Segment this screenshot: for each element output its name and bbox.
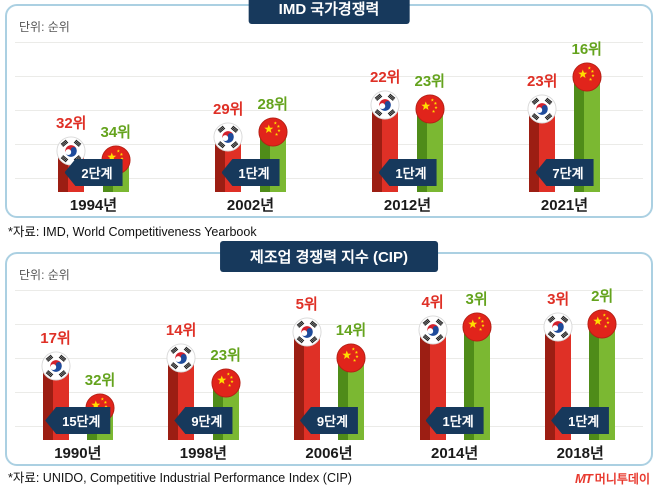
year-group: 5위 14위 9단계 2006년 (266, 284, 392, 462)
year-group: 22위 23위 1단계 2012년 (329, 36, 486, 214)
korea-flag-icon (56, 136, 86, 166)
korea-flag-icon (370, 90, 400, 120)
china-flag-icon (415, 94, 445, 124)
year-label: 2021년 (540, 197, 589, 214)
korea-bar-column: 14위 (165, 319, 197, 440)
china-rank-label: 23위 (210, 347, 241, 364)
imd-panel: IMD 국가경쟁력 단위: 순위 32위 34위 2단계 1994년 29위 28위 1단계… (5, 0, 653, 218)
year-group: 23위 16위 7단계 2021년 (486, 36, 643, 214)
imd-unit-label: 단위: 순위 (19, 20, 70, 34)
china-flag-icon (462, 312, 492, 342)
year-group: 17위 32위 15단계 1990년 (15, 284, 141, 462)
gap-badge: 15단계 (45, 407, 111, 434)
china-rank-label: 16위 (571, 41, 603, 58)
korea-rank-label: 14위 (165, 322, 197, 339)
china-rank-label: 32위 (84, 372, 116, 389)
korea-flag-icon (543, 312, 573, 342)
china-flag-icon (336, 343, 366, 373)
china-rank-label: 28위 (257, 96, 289, 113)
gap-badge: 1단계 (425, 407, 484, 434)
korea-rank-label: 4위 (421, 294, 444, 311)
year-group: 3위 2위 1단계 2018년 (517, 284, 643, 462)
china-flag-icon (258, 117, 288, 147)
korea-flag-icon (292, 317, 322, 347)
china-rank-label: 2위 (591, 288, 614, 305)
china-rank-label: 14위 (335, 322, 367, 339)
year-label: 2018년 (556, 445, 604, 462)
year-group: 14위 23위 9단계 1998년 (141, 284, 267, 462)
gap-badge: 1단계 (378, 159, 437, 186)
gap-badge: 9단계 (174, 407, 233, 434)
year-label: 1998년 (179, 445, 227, 462)
year-label: 2002년 (226, 197, 275, 214)
korea-rank-label: 29위 (213, 101, 244, 118)
gap-badge: 9단계 (299, 407, 359, 434)
korea-rank-label: 22위 (370, 69, 401, 86)
year-label: 2014년 (430, 445, 479, 462)
year-label: 2012년 (383, 197, 432, 214)
imd-panel-title: IMD 국가경쟁력 (248, 0, 410, 24)
bars-row: 14위 23위 (166, 284, 241, 440)
year-group: 29위 28위 1단계 2002년 (172, 36, 329, 214)
china-flag-icon (211, 368, 241, 398)
gap-badge: 1단계 (221, 159, 280, 186)
cip-panel: 제조업 경쟁력 지수 (CIP) 단위: 순위 17위 32위 15단계 1990년 1… (5, 241, 653, 466)
year-group: 4위 3위 1단계 2014년 (392, 284, 518, 462)
cip-panel-title: 제조업 경쟁력 지수 (CIP) (220, 241, 438, 272)
gap-badge: 1단계 (551, 407, 610, 434)
imd-source-note: *자료: IMD, World Competitiveness Yearbook (8, 225, 257, 239)
korea-flag-icon (527, 94, 557, 124)
china-flag-icon (572, 62, 602, 92)
gap-badge: 2단계 (64, 159, 123, 186)
year-label: 1994년 (69, 197, 118, 214)
korea-rank-label: 32위 (56, 115, 87, 132)
china-flag-icon (587, 309, 617, 339)
korea-rank-label: 17위 (40, 330, 71, 347)
imd-chart-plot: 32위 34위 2단계 1994년 29위 28위 1단계 2002년 22위 23위 1단계 201… (15, 36, 643, 214)
cip-unit-label: 단위: 순위 (19, 268, 70, 282)
korea-rank-label: 3위 (547, 291, 570, 308)
china-rank-label: 34위 (100, 124, 132, 141)
korea-rank-label: 5위 (295, 296, 318, 313)
bars-row: 3위 2위 (543, 284, 617, 440)
china-rank-label: 23위 (414, 73, 446, 90)
gap-badge: 7단계 (535, 159, 594, 186)
korea-flag-icon (41, 351, 71, 381)
korea-rank-label: 23위 (527, 73, 558, 90)
cip-source-note: *자료: UNIDO, Competitive Industrial Perfo… (8, 471, 352, 485)
mt-logo: MT (575, 471, 593, 486)
year-label: 2006년 (305, 445, 353, 462)
korea-flag-icon (166, 343, 196, 373)
moneytoday-watermark: MT 머니투데이 (575, 470, 650, 488)
korea-flag-icon (213, 122, 243, 152)
cip-chart-plot: 17위 32위 15단계 1990년 14위 23위 9단계 1998년 5위 14위 9단계 200… (15, 284, 643, 462)
china-rank-label: 3위 (465, 291, 488, 308)
mt-logo-text: 머니투데이 (594, 472, 650, 486)
korea-flag-icon (418, 315, 448, 345)
year-label: 1990년 (54, 445, 102, 462)
year-group: 32위 34위 2단계 1994년 (15, 36, 172, 214)
